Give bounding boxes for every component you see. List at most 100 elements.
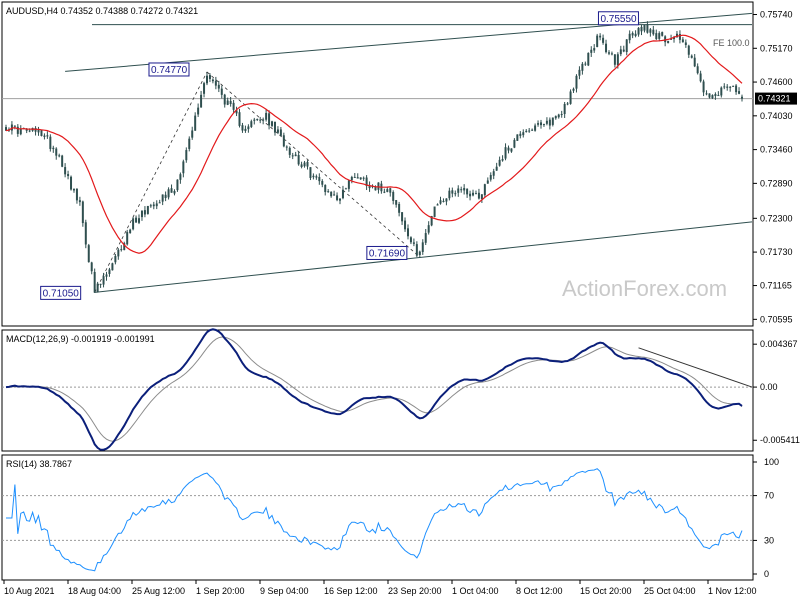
level-label: 0.71050 bbox=[40, 285, 82, 300]
candle bbox=[99, 283, 102, 288]
xtick-label: 10 Aug 2021 bbox=[4, 586, 55, 596]
candle bbox=[347, 179, 350, 192]
candle bbox=[194, 112, 197, 131]
candle bbox=[474, 190, 477, 195]
candle bbox=[735, 84, 738, 95]
candle bbox=[658, 31, 661, 42]
candle bbox=[341, 185, 344, 200]
candle bbox=[690, 54, 693, 59]
candle bbox=[590, 46, 593, 57]
candle bbox=[309, 167, 312, 181]
candle bbox=[652, 25, 655, 36]
candle bbox=[436, 203, 439, 206]
candle bbox=[460, 186, 463, 193]
candle bbox=[540, 119, 543, 129]
price-ytick-label: 0.75740 bbox=[760, 10, 793, 20]
candle bbox=[696, 63, 699, 75]
current-price-label: 0.74321 bbox=[755, 92, 797, 105]
candle bbox=[545, 117, 548, 126]
candle bbox=[442, 198, 445, 203]
candle bbox=[161, 194, 164, 206]
candle bbox=[655, 29, 658, 41]
candle bbox=[324, 184, 327, 196]
candle bbox=[513, 138, 516, 149]
candle bbox=[58, 153, 61, 158]
candle bbox=[93, 268, 96, 293]
candle bbox=[667, 40, 670, 44]
candle bbox=[170, 184, 173, 193]
candle bbox=[197, 103, 200, 117]
candle bbox=[395, 199, 398, 208]
candle bbox=[542, 123, 545, 127]
candle bbox=[554, 115, 557, 120]
candle bbox=[353, 172, 356, 178]
candle bbox=[303, 160, 306, 168]
rsi-ytick-label: 0 bbox=[764, 569, 769, 579]
macd-line bbox=[5, 328, 743, 451]
candle bbox=[185, 147, 188, 163]
candle bbox=[182, 159, 185, 178]
candle bbox=[368, 181, 371, 192]
candle bbox=[359, 177, 362, 180]
candle bbox=[285, 145, 288, 151]
candle bbox=[516, 134, 519, 142]
candle bbox=[49, 134, 52, 152]
candle bbox=[427, 221, 430, 235]
candle bbox=[120, 245, 123, 252]
candle bbox=[596, 33, 599, 48]
candle bbox=[306, 160, 309, 170]
candle bbox=[445, 198, 448, 206]
candle bbox=[519, 131, 522, 139]
projection-line-1 bbox=[94, 71, 208, 293]
price-ytick-label: 0.71730 bbox=[760, 247, 793, 257]
candle bbox=[46, 131, 49, 139]
candle bbox=[143, 206, 146, 218]
candle bbox=[229, 97, 232, 107]
candle bbox=[297, 151, 300, 166]
candle bbox=[19, 125, 22, 136]
candle bbox=[55, 147, 58, 160]
svg-text:0.74321: 0.74321 bbox=[758, 94, 791, 104]
candle bbox=[173, 189, 176, 196]
candle bbox=[480, 194, 483, 203]
candle bbox=[43, 133, 46, 140]
candle bbox=[262, 117, 265, 125]
candle bbox=[720, 86, 723, 98]
candle bbox=[729, 86, 732, 92]
candle bbox=[339, 198, 342, 205]
candle bbox=[643, 24, 646, 33]
candle bbox=[250, 119, 253, 129]
candle bbox=[37, 126, 40, 136]
candle bbox=[40, 129, 43, 137]
xtick-label: 1 Nov 12:00 bbox=[708, 586, 757, 596]
candle bbox=[705, 90, 708, 96]
xtick-label: 8 Oct 12:00 bbox=[516, 586, 563, 596]
macd-ytick-label: 0.004367 bbox=[760, 339, 798, 349]
candle bbox=[522, 129, 525, 138]
candle bbox=[102, 272, 105, 288]
candle bbox=[401, 211, 404, 225]
candle bbox=[466, 188, 469, 198]
svg-text:0.75550: 0.75550 bbox=[600, 14, 637, 25]
candle bbox=[312, 173, 315, 180]
candle bbox=[495, 162, 498, 171]
candle bbox=[557, 113, 560, 119]
candle bbox=[409, 236, 412, 245]
candle bbox=[315, 174, 318, 180]
candle bbox=[566, 101, 569, 106]
macd-pane bbox=[1, 329, 754, 452]
macd-header: MACD(12,26,9) -0.001919 -0.001991 bbox=[6, 334, 155, 344]
xtick-label: 18 Aug 04:00 bbox=[68, 586, 121, 596]
candle bbox=[486, 177, 489, 184]
candle bbox=[61, 154, 64, 168]
candle bbox=[625, 39, 628, 56]
candle bbox=[457, 185, 460, 197]
candle bbox=[356, 173, 359, 179]
xtick-label: 25 Aug 12:00 bbox=[132, 586, 185, 596]
candle bbox=[105, 271, 108, 281]
candle bbox=[498, 156, 501, 167]
candle bbox=[448, 187, 451, 201]
level-label: 0.74770 bbox=[148, 62, 190, 77]
candle bbox=[214, 76, 217, 90]
level-label: 0.75550 bbox=[597, 11, 639, 26]
